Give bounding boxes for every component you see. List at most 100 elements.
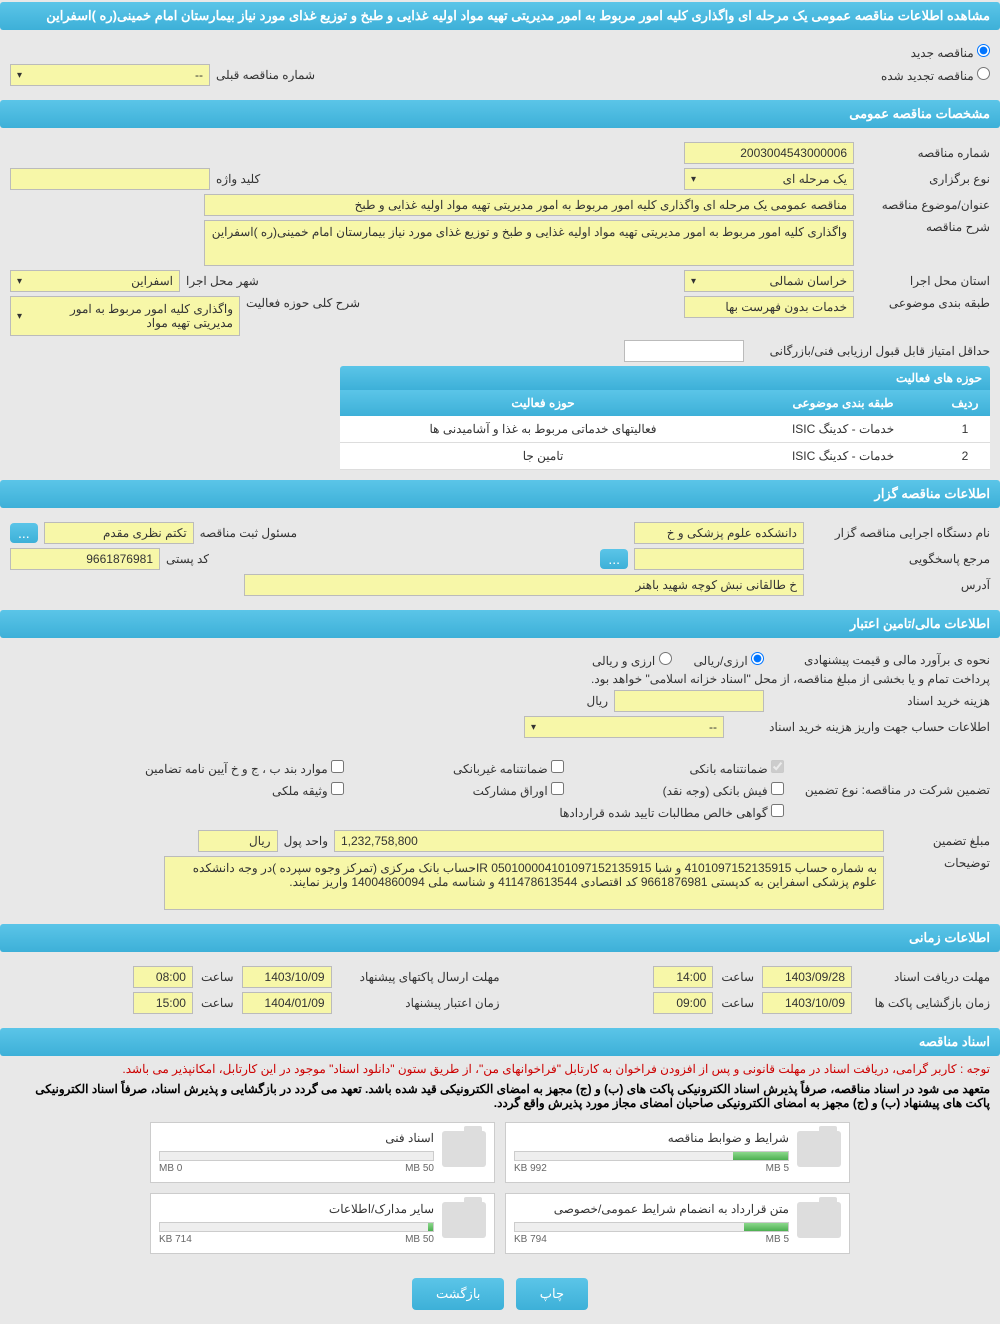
org-field: دانشکده علوم پزشکی و خ (634, 522, 804, 544)
doc-title: شرایط و ضوابط مناقصه (514, 1131, 789, 1145)
t4-date[interactable]: 1404/01/09 (242, 992, 332, 1014)
subject-field[interactable]: مناقصه عمومی یک مرحله ای واگذاری کلیه ام… (204, 194, 854, 216)
minscore-field[interactable] (624, 340, 744, 362)
number-field: 2003004543000006 (684, 142, 854, 164)
cb-g2[interactable]: ضمانتنامه غیربانکی (364, 760, 564, 776)
radio-currency2[interactable]: ارزی و ریالی (592, 652, 672, 668)
minscore-label: حداقل امتیاز قابل قبول ارزیابی فنی/بازرگ… (750, 344, 990, 358)
keyword-field[interactable] (10, 168, 210, 190)
section-financial: اطلاعات مالی/تامین اعتبار (0, 610, 1000, 638)
section-general: مشخصات مناقصه عمومی (0, 100, 1000, 128)
address-field: خ طالقانی نبش کوچه شهید باهنر (244, 574, 804, 596)
keyword-label: کلید واژه (216, 172, 260, 186)
doc-title: متن قرارداد به انضمام شرایط عمومی/خصوصی (514, 1202, 789, 1216)
doccost-label: هزینه خرید اسناد (770, 694, 990, 708)
section-organizer: اطلاعات مناقصه گزار (0, 480, 1000, 508)
folder-icon (797, 1131, 841, 1167)
general-block: شماره مناقصه 2003004543000006 نوع برگزار… (0, 130, 1000, 478)
organizer-block: نام دستگاه اجرایی مناقصه گزار دانشکده عل… (0, 510, 1000, 608)
doc-title: سایر مدارک/اطلاعات (159, 1202, 434, 1216)
account-label: اطلاعات حساب جهت واریز هزینه خرید اسناد (730, 720, 990, 734)
province-label: استان محل اجرا (860, 274, 990, 288)
cb-g6[interactable]: وثیقه ملکی (144, 782, 344, 798)
doccost-field[interactable] (614, 690, 764, 712)
answerref-more-button[interactable]: ... (600, 549, 628, 569)
radio-new[interactable]: مناقصه جدید (911, 44, 990, 60)
guarantee-label: تضمین شرکت در مناقصه: نوع تضمین (790, 783, 990, 797)
doc-card[interactable]: متن قرارداد به انضمام شرایط عمومی/خصوصی5… (505, 1193, 850, 1254)
folder-icon (442, 1202, 486, 1238)
radio-renewed[interactable]: مناقصه تجدید شده (881, 67, 990, 83)
desc-label: شرح مناقصه (860, 220, 990, 234)
doc-card[interactable]: اسناد فنی50 MB0 MB (150, 1122, 495, 1183)
t1-label: مهلت دریافت اسناد (860, 970, 990, 984)
notes-field[interactable]: به شماره حساب 4101097152135915 و شبا IR … (164, 856, 884, 910)
back-button[interactable]: بازگشت (412, 1278, 504, 1310)
doc-card[interactable]: سایر مدارک/اطلاعات50 MB714 KB (150, 1193, 495, 1254)
t2-label: مهلت ارسال پاکتهای پیشنهاد (340, 970, 500, 984)
agent-more-button[interactable]: ... (10, 523, 38, 543)
amount-label: مبلغ تضمین (890, 834, 990, 848)
t3-time[interactable]: 09:00 (653, 992, 713, 1014)
org-label: نام دستگاه اجرایی مناقصه گزار (810, 526, 990, 540)
table-row: 1خدمات - کدینگ ISICفعالیتهای خدماتی مربو… (340, 416, 990, 443)
number-label: شماره مناقصه (860, 146, 990, 160)
postal-field: 9661876981 (10, 548, 160, 570)
page-title-bar: مشاهده اطلاعات مناقصه عمومی یک مرحله ای … (0, 2, 1000, 30)
activity-table: حوزه های فعالیت ردیف طبقه بندی موضوعی حو… (340, 366, 990, 470)
radio-currency1[interactable]: ارزی/ریالی (694, 652, 764, 668)
payment-note: پرداخت تمام و یا بخشی از مبلغ مناقصه، از… (591, 672, 990, 686)
documents-grid: شرایط و ضوابط مناقصه5 MB992 KBاسناد فنی5… (140, 1112, 860, 1264)
financial-block: نحوه ی برآورد مالی و قیمت پیشنهادی ارزی/… (0, 640, 1000, 922)
chevron-down-icon: ▾ (531, 722, 536, 733)
t1-time[interactable]: 14:00 (653, 966, 713, 988)
agent-field: تکتم نظری مقدم (44, 522, 194, 544)
amount-field[interactable]: 1,232,758,800 (334, 830, 884, 852)
prev-number-select[interactable]: --▾ (10, 64, 210, 86)
scope-select[interactable]: واگذاری کلیه امور مربوط به امور مدیریتی … (10, 296, 240, 336)
section-timing: اطلاعات زمانی (0, 924, 1000, 952)
scope-label: شرح کلی حوزه فعالیت (246, 296, 360, 310)
table-row: 2خدمات - کدینگ ISICتامین جا (340, 443, 990, 470)
province-select[interactable]: خراسان شمالی▾ (684, 270, 854, 292)
cb-g4[interactable]: فیش بانکی (وجه نقد) (584, 782, 784, 798)
cb-g3[interactable]: موارد بند ب ، ج و خ آیین نامه تضامین (144, 760, 344, 776)
button-row: چاپ بازگشت (0, 1264, 1000, 1324)
guarantee-options: ضمانتنامه بانکی ضمانتنامه غیربانکی موارد… (144, 760, 784, 820)
doc-progress (159, 1151, 434, 1161)
t2-date[interactable]: 1403/10/09 (242, 966, 332, 988)
estimate-label: نحوه ی برآورد مالی و قیمت پیشنهادی (770, 653, 990, 667)
unit-label: واحد پول (284, 834, 328, 848)
category-field: خدمات بدون فهرست بها (684, 296, 854, 318)
folder-icon (797, 1202, 841, 1238)
section-documents: اسناد مناقصه (0, 1028, 1000, 1056)
doc-card[interactable]: شرایط و ضوابط مناقصه5 MB992 KB (505, 1122, 850, 1183)
t1-date[interactable]: 1403/09/28 (762, 966, 852, 988)
t3-date[interactable]: 1403/10/09 (762, 992, 852, 1014)
cb-g1[interactable]: ضمانتنامه بانکی (584, 760, 784, 776)
type-select[interactable]: یک مرحله ای▾ (684, 168, 854, 190)
t4-label: زمان اعتبار پیشنهاد (340, 996, 500, 1010)
desc-field[interactable]: واگذاری کلیه امور مربوط به امور مدیریتی … (204, 220, 854, 266)
t4-time[interactable]: 15:00 (133, 992, 193, 1014)
print-button[interactable]: چاپ (516, 1278, 588, 1310)
subject-label: عنوان/موضوع مناقصه (860, 198, 990, 212)
account-select[interactable]: --▾ (524, 716, 724, 738)
chevron-down-icon: ▾ (17, 311, 22, 322)
cb-g5[interactable]: اوراق مشارکت (364, 782, 564, 798)
doc-progress (159, 1222, 434, 1232)
postal-label: کد پستی (166, 552, 209, 566)
t2-time[interactable]: 08:00 (133, 966, 193, 988)
doccost-currency: ریال (586, 694, 608, 708)
city-select[interactable]: اسفراین▾ (10, 270, 180, 292)
chevron-down-icon: ▾ (17, 276, 22, 287)
type-label: نوع برگزاری (860, 172, 990, 186)
doc-progress (514, 1151, 789, 1161)
cb-g7[interactable]: گواهی خالص مطالبات تایید شده قراردادها (144, 804, 784, 820)
page-title: مشاهده اطلاعات مناقصه عمومی یک مرحله ای … (46, 8, 990, 23)
chevron-down-icon: ▾ (17, 70, 22, 81)
t3-label: زمان بازگشایی پاکت ها (860, 996, 990, 1010)
address-label: آدرس (810, 578, 990, 592)
table-header-row: ردیف طبقه بندی موضوعی حوزه فعالیت (340, 390, 990, 416)
notes-label: توضیحات (890, 856, 990, 870)
